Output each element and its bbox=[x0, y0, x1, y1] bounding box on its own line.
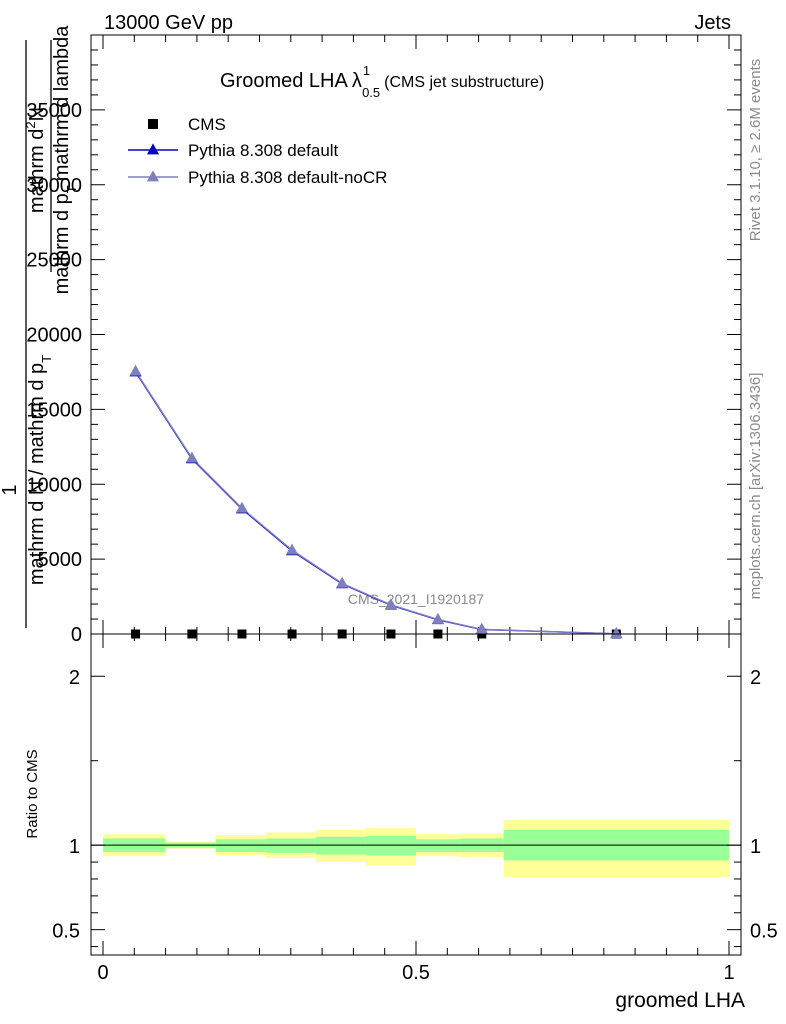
ylabel-numerator-text: mathrm d bbox=[26, 129, 48, 213]
ylabel-prefix-den: mathrm d N / mathrm d pT bbox=[26, 355, 54, 585]
ratio-y-ticks: 0.5 0.5 1 1 2 2 bbox=[52, 667, 778, 948]
main-y-tick-label: 25000 bbox=[26, 250, 82, 272]
ratio-x-ticks: 0 0.5 1 bbox=[97, 634, 735, 984]
legend-label-2: Pythia 8.308 default-noCR bbox=[188, 168, 387, 187]
series-2-point bbox=[129, 364, 142, 376]
series-2-point bbox=[431, 612, 444, 624]
main-y-tick-label: 15000 bbox=[26, 399, 82, 421]
ratio-y-tick-label-right: 0.5 bbox=[750, 921, 778, 943]
legend-marker-2 bbox=[146, 170, 160, 182]
x-tick-label: 1 bbox=[723, 962, 734, 984]
series-2-point bbox=[384, 598, 398, 610]
ylabel-numerator-n: N bbox=[26, 107, 48, 121]
ylabel-prefix-num: 1 bbox=[0, 484, 21, 495]
chart-title: Groomed LHA λ1 0.5 (CMS jet substructure) bbox=[220, 63, 544, 100]
legend: CMS Pythia 8.308 default Pythia 8.308 defa… bbox=[128, 115, 387, 187]
ylabel-denominator: mathrm d pTmathrm d lambda bbox=[51, 25, 79, 295]
main-y-tick-label: 30000 bbox=[26, 175, 82, 197]
main-y-tick-label: 35000 bbox=[26, 100, 82, 122]
legend-label-1: Pythia 8.308 default bbox=[188, 141, 339, 160]
series-2-point bbox=[475, 622, 488, 634]
x-tick-label: 0.5 bbox=[402, 962, 430, 984]
chart-title-sup: 1 bbox=[363, 63, 370, 78]
legend-label-0: CMS bbox=[188, 115, 226, 134]
series-2-point bbox=[185, 451, 198, 463]
series-2-point bbox=[610, 627, 623, 639]
series-2-point bbox=[235, 501, 249, 513]
series-2-point bbox=[336, 576, 349, 588]
main-y-tick-label: 20000 bbox=[26, 325, 82, 347]
chart-title-sub: 0.5 bbox=[362, 85, 380, 100]
process-label: Jets bbox=[694, 12, 731, 34]
legend-marker-1 bbox=[146, 143, 160, 155]
ratio-y-tick-label: 1 bbox=[69, 836, 80, 858]
ratio-y-label: Ratio to CMS bbox=[24, 749, 41, 838]
ratio-panel: 0.5 0.51 12 2 0 0.5 1 Ratio to CMS groomed LH… bbox=[24, 633, 778, 1012]
x-tick-label: 0 bbox=[97, 962, 108, 984]
ylabel-prefix-den-text: mathrm d N / mathrm d p bbox=[26, 363, 48, 585]
x-axis-label: groomed LHA bbox=[615, 989, 745, 1012]
ratio-frame bbox=[90, 633, 742, 956]
mcplots-label: mcplots.cern.ch [arXiv:1306.3436] bbox=[747, 373, 764, 600]
main-y-tick-label: 10000 bbox=[26, 474, 82, 496]
main-y-ticks: 0 5000 10000 15000 20000 25000 30000 35000 bbox=[26, 49, 741, 646]
main-y-label: mathrm d2N mathrm d pTmathrm d lambda 1 … bbox=[0, 25, 79, 628]
series-2-point bbox=[286, 543, 299, 555]
main-y-tick-label: 0 bbox=[71, 624, 82, 646]
ratio-y-tick-label: 0.5 bbox=[52, 921, 80, 943]
ratio-y-tick-label-right: 1 bbox=[750, 836, 761, 858]
chart-title-main: Groomed LHA bbox=[220, 70, 348, 92]
main-y-tick-label: 5000 bbox=[38, 549, 83, 571]
ylabel-prefix-den-sub: T bbox=[39, 355, 54, 363]
chart-subtitle: (CMS jet substructure) bbox=[384, 74, 544, 91]
rivet-label: Rivet 3.1.10, ≥ 2.6M events bbox=[747, 59, 764, 242]
ylabel-numerator: mathrm d2N bbox=[23, 107, 48, 213]
chart-title-lambda: λ bbox=[352, 70, 362, 92]
ylabel-denominator-tail: mathrm d lambda bbox=[51, 25, 73, 181]
ylabel-denominator-text: mathrm d p bbox=[51, 193, 73, 294]
ylabel-denominator-sub: T bbox=[64, 185, 79, 193]
energy-label: 13000 GeV pp bbox=[104, 12, 233, 34]
ratio-y-tick-label: 2 bbox=[69, 667, 80, 689]
main-panel: 0 5000 10000 15000 20000 25000 30000 35000 CMS_… bbox=[0, 25, 742, 646]
legend-marker-cms bbox=[148, 119, 158, 129]
ratio-y-tick-label-right: 2 bbox=[750, 667, 761, 689]
ratio-bands bbox=[103, 819, 729, 878]
ylabel-numerator-sup: 2 bbox=[23, 121, 38, 128]
analysis-watermark: CMS_2021_I1920187 bbox=[348, 591, 484, 607]
